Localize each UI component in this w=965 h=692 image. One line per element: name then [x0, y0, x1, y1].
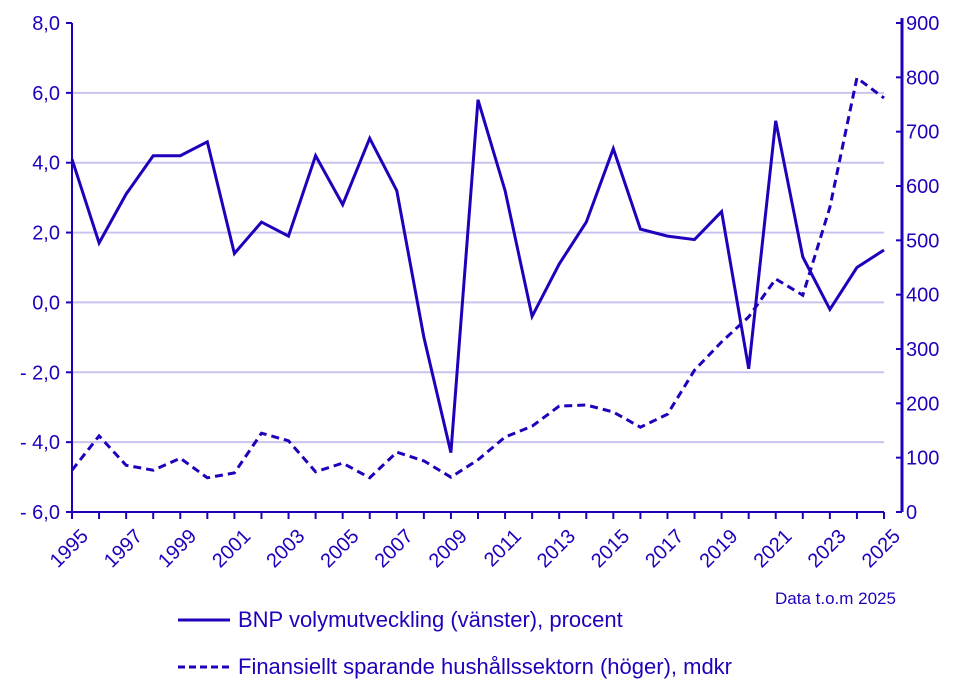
left-tick-label: - 6,0 — [20, 502, 60, 524]
left-tick-label: - 4,0 — [20, 432, 60, 454]
left-tick-label: 4,0 — [32, 153, 60, 175]
right-tick-label: 400 — [906, 285, 939, 307]
x-tick-label: 2009 — [425, 525, 472, 572]
series-line-bnp — [70, 99, 885, 453]
right-tick-label: 500 — [906, 230, 939, 252]
right-tick-label: 900 — [906, 13, 939, 35]
x-tick-label: 2013 — [533, 525, 580, 572]
x-tick-label: 2023 — [804, 525, 851, 572]
left-tick-label: 6,0 — [32, 83, 60, 105]
x-tick-label: 2021 — [750, 525, 797, 572]
data-note: Data t.o.m 2025 — [775, 589, 896, 608]
left-tick-label: - 2,0 — [20, 362, 60, 384]
right-tick-label: 0 — [906, 502, 917, 524]
left-tick-label: 2,0 — [32, 223, 60, 245]
right-tick-label: 200 — [906, 393, 939, 415]
right-tick-label: 100 — [906, 448, 939, 470]
x-tick-label: 2019 — [695, 525, 742, 572]
x-tick-label: 2011 — [480, 525, 526, 571]
legend-label-bnp: BNP volymutveckling (vänster), procent — [238, 607, 623, 632]
x-tick-label: 2003 — [262, 525, 309, 572]
x-tick-label: 1995 — [46, 525, 93, 572]
right-tick-label: 600 — [906, 176, 939, 198]
right-tick-label: 700 — [906, 122, 939, 144]
legend-solid-line-icon — [178, 618, 230, 622]
x-tick-label: 1997 — [100, 525, 147, 572]
legend-dashed-line-icon — [178, 665, 230, 669]
x-tick-label: 2025 — [858, 525, 905, 572]
legend-item-sparande: Finansiellt sparande hushållssektorn (hö… — [178, 654, 732, 680]
left-tick-label: 0,0 — [32, 292, 60, 314]
x-tick-label: 2007 — [371, 525, 418, 572]
legend-label-sparande: Finansiellt sparande hushållssektorn (hö… — [238, 654, 733, 679]
series-line-sparande — [70, 75, 885, 480]
x-tick-label: 2001 — [208, 525, 255, 572]
right-tick-label: 800 — [906, 67, 939, 89]
x-tick-label: 2017 — [641, 525, 688, 572]
x-tick-label: 2005 — [316, 525, 363, 572]
x-tick-label: 2015 — [587, 525, 634, 572]
right-tick-label: 300 — [906, 339, 939, 361]
legend-item-bnp: BNP volymutveckling (vänster), procent — [178, 607, 623, 633]
x-tick-label: 1999 — [154, 525, 201, 572]
left-tick-label: 8,0 — [32, 13, 60, 35]
